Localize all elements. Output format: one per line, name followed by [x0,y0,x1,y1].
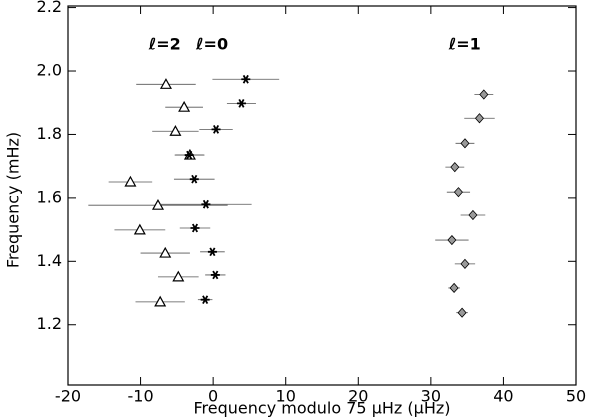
marker [178,100,191,112]
marker [201,199,211,209]
marker [474,113,485,124]
series-label: ℓ=0 [195,35,228,54]
marker [241,74,251,84]
series-label: ℓ=2 [148,35,181,54]
marker [453,187,463,198]
marker [450,162,460,173]
marker [236,99,246,108]
marker [154,295,167,307]
marker [468,209,478,221]
y-tick-label: 2.0 [37,61,62,80]
y-tick-label: 1.2 [37,314,62,333]
marker [207,247,217,257]
y-tick-label: 1.6 [37,187,62,206]
marker [190,223,200,233]
series-label: ℓ=1 [448,35,481,54]
y-tick-label: 1.8 [37,124,62,143]
marker [184,150,194,160]
marker [133,223,146,235]
marker [189,174,199,184]
marker [151,198,165,210]
marker [159,246,172,258]
x-tick-label: 30 [421,387,441,406]
marker [210,270,220,280]
x-tick-label: 10 [276,387,296,406]
y-tick-label: 2.2 [37,0,62,16]
x-tick-label: -10 [128,387,154,406]
marker [460,258,470,269]
plot-frame [67,5,577,386]
x-tick-label: 20 [348,387,368,406]
marker [172,270,185,282]
marker [159,78,172,89]
x-tick-label: 0 [208,387,218,406]
marker [211,125,221,134]
x-axis-label: Frequency modulo 75 μHz (μHz) [194,399,451,418]
marker [460,138,470,149]
marker [124,175,137,187]
y-axis-label: Frequency (mHz) [4,132,23,268]
x-tick-label: 40 [493,387,513,406]
x-tick-label: 50 [566,387,586,406]
marker [449,282,459,294]
x-tick-label: -20 [55,387,81,406]
marker [169,125,182,136]
y-tick-label: 1.4 [37,251,62,270]
marker [447,234,457,246]
marker [200,295,210,305]
marker [457,307,467,318]
marker [479,89,489,100]
